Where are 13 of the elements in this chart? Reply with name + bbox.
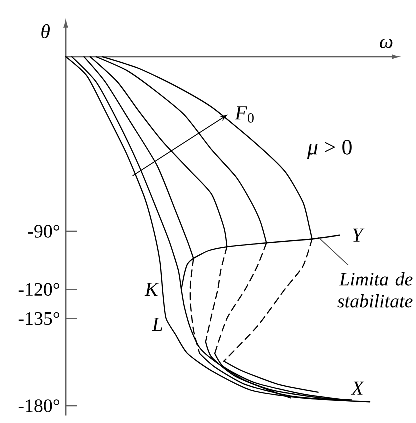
annotation: F$_{0}$ bbox=[235, 106, 254, 123]
y-tick-label: -135° bbox=[18, 312, 60, 326]
annotation: Y bbox=[353, 228, 365, 242]
annotation: X bbox=[351, 382, 365, 395]
annotation: K bbox=[144, 283, 160, 296]
annotation: L bbox=[152, 318, 162, 332]
annotation: Limita de stabilitate bbox=[338, 272, 413, 308]
y-tick-label: -120° bbox=[18, 283, 60, 296]
y-tick-label: -90° bbox=[28, 225, 60, 238]
y-tick-label: -180° bbox=[18, 400, 60, 412]
y-axis-title: θ bbox=[42, 24, 50, 39]
annotation: μ > 0 bbox=[307, 140, 352, 160]
x-axis-title: ω bbox=[380, 38, 393, 48]
